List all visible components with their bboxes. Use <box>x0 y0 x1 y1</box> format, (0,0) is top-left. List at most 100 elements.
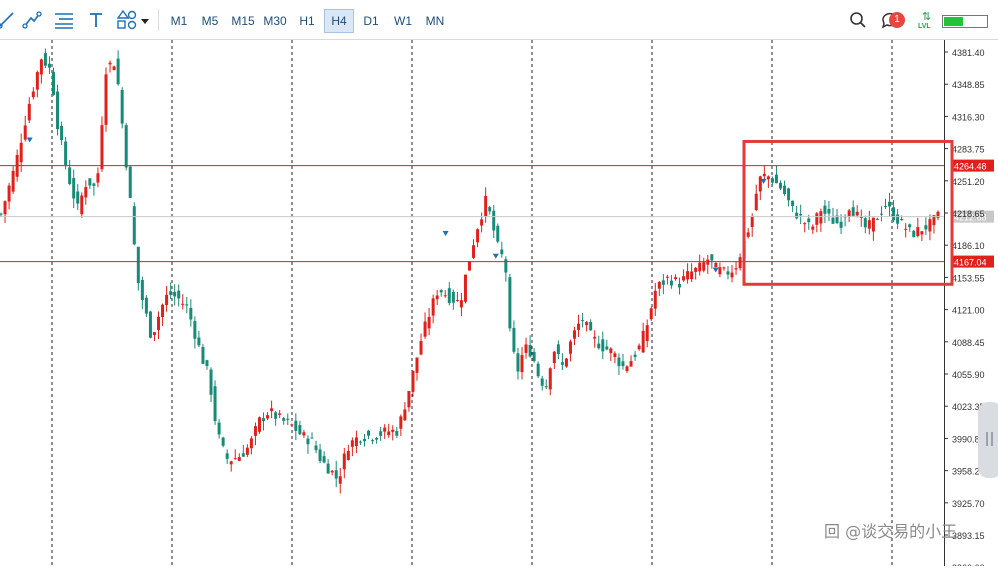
candle-body <box>629 361 633 367</box>
candle-body <box>459 300 463 308</box>
candle-body <box>375 438 379 440</box>
candle-body <box>56 91 60 130</box>
search-icon[interactable] <box>846 8 870 32</box>
candle-body <box>847 210 851 217</box>
notification-badge[interactable]: 1 <box>889 12 905 28</box>
candle-body <box>900 219 904 221</box>
toolbar-divider <box>158 9 159 31</box>
signal-level-icon: ⇅ LVL <box>917 10 939 34</box>
candle-body <box>173 291 177 297</box>
trend-line-icon[interactable] <box>0 8 18 32</box>
timeframe-d1[interactable]: D1 <box>363 14 379 28</box>
candle-body <box>811 226 815 230</box>
candle-body <box>795 212 799 219</box>
timeframe-w1[interactable]: W1 <box>394 14 412 28</box>
candle-body <box>233 458 237 460</box>
polyline-icon[interactable] <box>20 8 44 32</box>
price-axis-label: 4283.75 <box>952 145 985 155</box>
price-chart[interactable]: 4264.48 4167.04 4212.68 4381.40 4348.85 4316.… <box>0 40 998 571</box>
timeframe-h4[interactable]: H4 <box>324 9 354 33</box>
candle-body <box>302 432 306 436</box>
trade-arrow-marker <box>760 178 767 184</box>
candle-body <box>480 219 484 226</box>
candle-body <box>306 438 310 445</box>
candle-body <box>585 321 589 326</box>
candle-body <box>726 271 730 275</box>
candle-body <box>908 224 912 228</box>
candle-body <box>47 63 51 68</box>
candle-body <box>912 230 916 238</box>
candlestick-chart[interactable]: 4264.48 4167.04 4212.68 4381.40 4348.85 4316.… <box>0 40 998 571</box>
candle-body <box>350 440 354 447</box>
candle-body <box>815 213 819 225</box>
candle-body <box>476 229 480 243</box>
candle-body <box>722 267 726 269</box>
candle-body <box>702 262 706 271</box>
candle-body <box>257 417 261 432</box>
candle-body <box>512 327 516 352</box>
candle-body <box>298 425 302 435</box>
candle-body <box>112 66 116 71</box>
candle-body <box>641 330 645 353</box>
candle-body <box>358 441 362 443</box>
timeframe-m5[interactable]: M5 <box>201 14 219 28</box>
candle-body <box>245 447 249 455</box>
candle-body <box>391 429 395 432</box>
timeframe-m1[interactable]: M1 <box>170 14 188 28</box>
candle-body <box>609 348 613 354</box>
side-panel-handle[interactable] <box>978 402 998 478</box>
candle-body <box>678 283 682 288</box>
candle-body <box>754 193 758 210</box>
candle-body <box>500 249 504 255</box>
candle-body <box>415 357 419 373</box>
price-axis-label: 3958.25 <box>952 467 985 477</box>
candle-body <box>770 178 774 183</box>
timeframe-mn[interactable]: MN <box>425 14 445 28</box>
timeframe-h1[interactable]: H1 <box>299 14 315 28</box>
candle-body <box>875 218 879 220</box>
candle-body <box>524 344 528 353</box>
signal-strength-fill <box>944 17 963 26</box>
candle-body <box>673 277 677 280</box>
candle-body <box>148 311 152 338</box>
candle-body <box>3 201 7 215</box>
candle-body <box>661 280 665 285</box>
candle-body <box>100 125 104 170</box>
candle-body <box>88 178 92 186</box>
candle-body <box>338 476 342 484</box>
candle-body <box>778 182 782 189</box>
candle-body <box>637 345 641 350</box>
candle-body <box>859 216 863 218</box>
candle-body <box>290 424 294 426</box>
candle-body <box>407 390 411 408</box>
candle-body <box>201 346 205 364</box>
candle-body <box>936 211 940 218</box>
candle-body <box>730 272 734 278</box>
candle-body <box>205 360 209 367</box>
candle-body <box>516 353 520 372</box>
candle-body <box>621 361 625 367</box>
timeframe-m30[interactable]: M30 <box>263 14 287 28</box>
timeframe-m15[interactable]: M15 <box>231 14 255 28</box>
candle-body <box>738 257 742 269</box>
candle-body <box>762 173 766 177</box>
candle-body <box>241 453 245 457</box>
candle-body <box>383 427 387 432</box>
candle-body <box>496 225 500 242</box>
fibonacci-icon[interactable] <box>52 8 76 32</box>
candle-body <box>932 215 936 226</box>
candle-body <box>136 246 140 284</box>
price-axis-label: 4023.35 <box>952 402 985 412</box>
candle-body <box>746 232 750 237</box>
candle-body <box>104 74 108 125</box>
text-tool-icon[interactable] <box>84 8 108 32</box>
candle-body <box>237 457 241 461</box>
candle-body <box>601 339 605 352</box>
shapes-icon[interactable] <box>115 8 153 32</box>
candle-body <box>169 291 173 295</box>
candle-body <box>314 445 318 451</box>
candle-body <box>431 298 435 316</box>
signal-level-label: LVL <box>918 23 931 30</box>
candle-body <box>84 187 88 198</box>
candle-body <box>399 416 403 429</box>
